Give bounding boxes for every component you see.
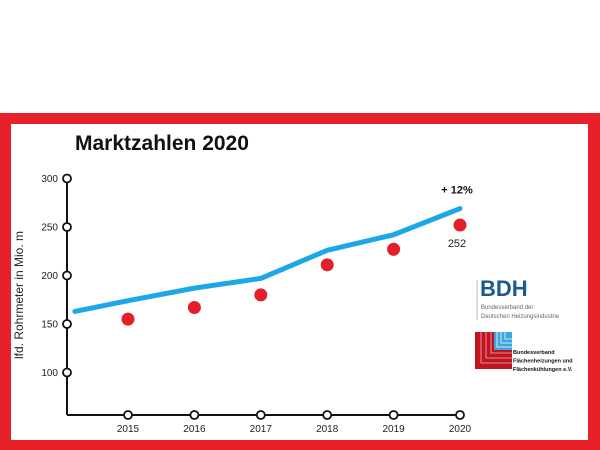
chart-panel — [11, 124, 588, 440]
data-point — [320, 258, 334, 272]
data-point — [453, 218, 467, 232]
bdh-logo-line2: Deutschen Heizungsindustrie — [481, 314, 560, 320]
x-tick-label: 2019 — [382, 424, 405, 435]
x-tick-marker — [388, 410, 399, 420]
bdh-logo-line1: Bundesverband der — [481, 305, 533, 311]
y-axis-label: lfd. Rohrmeter in Mio. m — [12, 231, 26, 359]
bvf-logo-line3: Flächenkühlungen e.V. — [513, 367, 573, 373]
bvf-logo-line1: Bundesverband — [513, 350, 555, 356]
value-label-2020: 252 — [448, 238, 466, 250]
x-tick-label: 2017 — [250, 424, 273, 435]
y-tick-marker — [62, 222, 72, 232]
x-tick-marker — [322, 410, 333, 420]
x-tick-label: 2016 — [183, 424, 206, 435]
trend-line — [72, 206, 463, 314]
x-tick-label: 2020 — [449, 424, 472, 435]
x-tick-marker — [189, 410, 200, 420]
bvf-logo: Bundesverband Flächenheizungen und Fläch… — [475, 332, 573, 373]
x-tick-marker — [255, 410, 266, 420]
bdh-logo: BDH Bundesverband der Deutschen Heizungs… — [476, 276, 560, 320]
y-tick-label: 300 — [41, 174, 58, 185]
y-tick-label: 100 — [41, 368, 58, 379]
y-tick-marker — [62, 319, 72, 329]
y-tick-label: 250 — [41, 223, 58, 234]
data-point — [187, 301, 201, 315]
data-point — [387, 242, 401, 256]
bvf-logo-line2: Flächenheizungen und — [513, 359, 573, 365]
growth-annotation: + 12% — [441, 185, 473, 197]
data-point — [254, 288, 268, 302]
y-tick-label: 200 — [41, 271, 58, 282]
y-tick-marker — [62, 270, 72, 281]
x-tick-marker — [455, 410, 465, 420]
x-tick-label: 2018 — [316, 424, 339, 435]
chart-title: Marktzahlen 2020 — [75, 132, 249, 155]
y-tick-label: 150 — [41, 320, 58, 331]
data-point — [121, 312, 135, 326]
x-tick-label: 2015 — [117, 424, 140, 435]
y-tick-marker — [62, 367, 72, 378]
red-frame — [0, 113, 600, 450]
bdh-logo-name: BDH — [480, 276, 528, 301]
y-tick-marker — [62, 173, 72, 184]
x-tick-marker — [123, 410, 133, 420]
